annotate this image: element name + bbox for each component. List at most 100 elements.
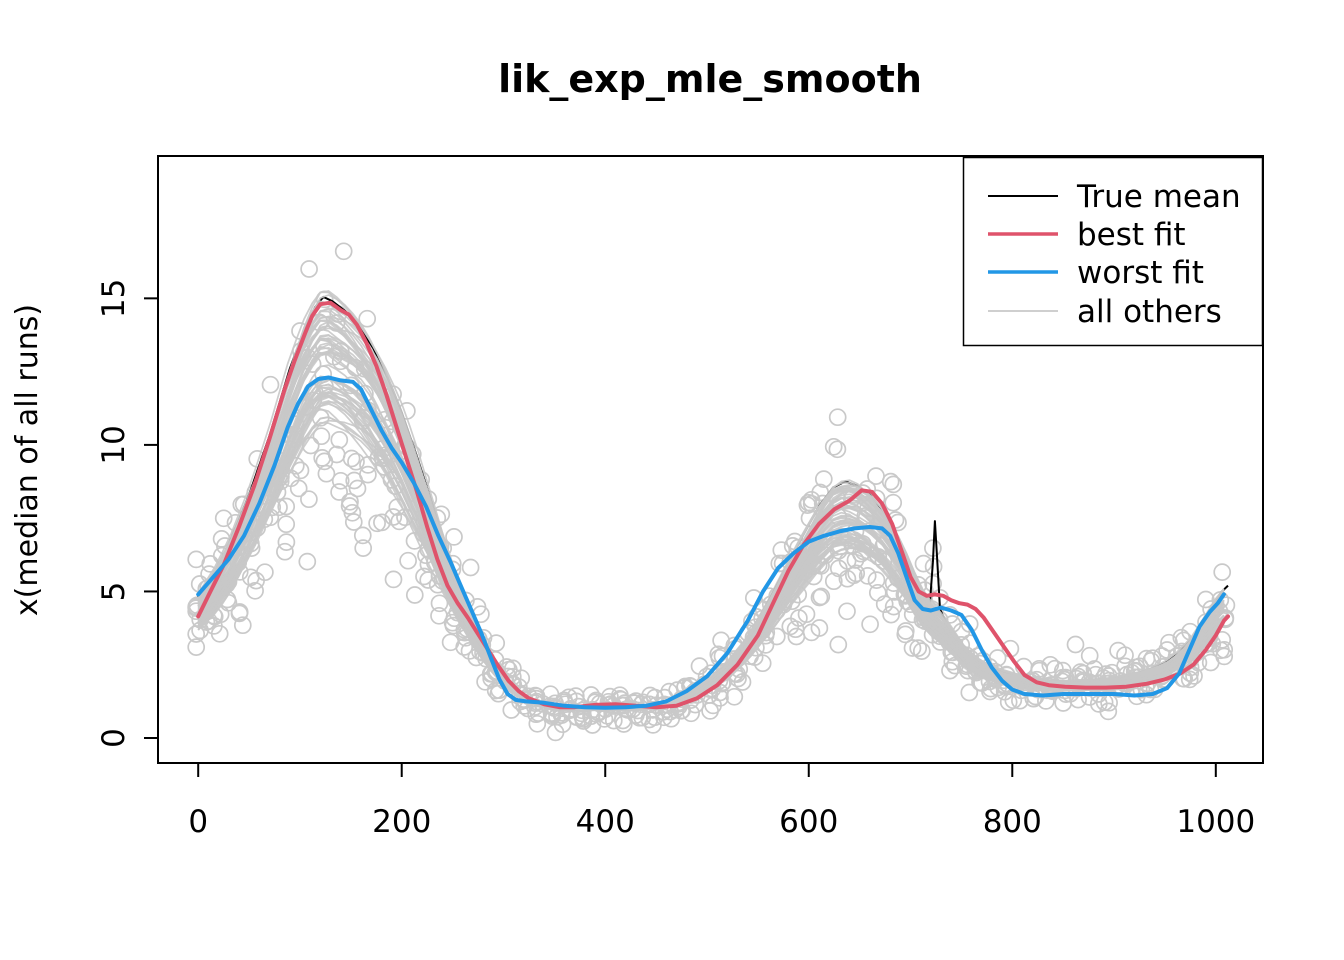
scatter-point — [838, 602, 856, 621]
scatter-point — [881, 472, 900, 491]
scatter-point — [298, 552, 317, 571]
scatter-point — [277, 515, 296, 534]
legend-label: best fit — [1077, 217, 1186, 253]
scatter-point — [277, 497, 296, 516]
scatter-point — [359, 465, 377, 484]
y-axis-label: x(median of all runs) — [10, 304, 45, 616]
plot-border — [157, 155, 1264, 764]
scatter-point — [725, 687, 744, 706]
scatter-point — [767, 627, 786, 646]
scatter-point — [867, 571, 886, 589]
scatter-point — [368, 514, 386, 533]
scatter-point — [334, 242, 353, 261]
scatter-point — [312, 427, 331, 446]
scatter-point — [1185, 667, 1203, 685]
scatter-point — [1024, 689, 1043, 708]
scatter-point — [233, 616, 252, 635]
scatter-point — [347, 452, 365, 471]
scatter-point — [445, 528, 463, 546]
x-tick-label: 600 — [779, 804, 838, 840]
scatter-point — [327, 445, 346, 464]
scatter-point — [914, 554, 933, 573]
legend-label: True mean — [1076, 179, 1241, 215]
scatter-point — [1066, 635, 1085, 654]
legend-label: all others — [1077, 294, 1222, 330]
scatter-point — [399, 551, 417, 570]
chart-title: lik_exp_mle_smooth — [498, 57, 922, 101]
scatter-point — [909, 639, 928, 657]
scatter-point — [187, 638, 206, 656]
legend-entry-all-others: all others — [988, 294, 1222, 330]
ensemble-line — [197, 401, 1225, 710]
scatter-point — [384, 570, 403, 589]
scatter-point — [810, 619, 829, 637]
scatter-point — [960, 615, 979, 633]
scatter-point — [553, 715, 572, 734]
scatter-point — [1172, 628, 1191, 647]
scatter-point — [814, 470, 833, 488]
scatter-point — [868, 583, 887, 602]
scatter-point — [858, 567, 877, 585]
scatter-point — [353, 526, 372, 545]
ensemble-line — [197, 401, 1225, 710]
scatter-point — [1213, 563, 1232, 581]
x-tick-label: 800 — [983, 804, 1042, 840]
scatter-point — [384, 508, 403, 526]
scatter-point — [487, 634, 506, 652]
scatter-point — [291, 461, 310, 480]
scatter-point — [330, 483, 348, 501]
scatter-point — [300, 260, 318, 278]
scatter-point — [390, 512, 409, 531]
x-tick-label: 1000 — [1176, 804, 1255, 840]
scatter-point — [847, 564, 866, 583]
scatter-point — [358, 309, 377, 328]
scatter-point — [1196, 590, 1215, 609]
scatter-point — [210, 624, 229, 643]
scatter-point — [924, 574, 942, 593]
scatter-point — [261, 375, 280, 394]
scatter-point — [330, 431, 349, 449]
scatter-point — [1053, 661, 1072, 680]
scatter-point — [882, 605, 900, 624]
scatter-point — [1160, 633, 1178, 652]
scatter-point — [753, 654, 772, 673]
scatter-point — [256, 563, 274, 582]
scatter-point — [1069, 690, 1087, 709]
scatter-point — [772, 541, 791, 559]
legend-label: worst fit — [1077, 255, 1204, 291]
scatter-point — [582, 686, 600, 704]
y-tick-label: 10 — [96, 425, 132, 464]
scatter-point — [276, 542, 294, 561]
scatter-point — [869, 547, 888, 566]
x-tick-label: 400 — [576, 804, 635, 840]
x-tick-label: 200 — [372, 804, 431, 840]
ensemble-line — [197, 395, 1225, 711]
scatter-point — [528, 714, 547, 733]
scatter-point — [988, 649, 1007, 667]
legend-entry-best-fit: best fit — [988, 217, 1186, 253]
scatter-point — [461, 558, 480, 577]
scatter-point — [884, 493, 903, 512]
scatter-point — [824, 572, 843, 591]
scatter-point — [829, 635, 848, 654]
scatter-point — [861, 615, 879, 634]
scatter-point — [342, 449, 361, 468]
scatter-point — [781, 617, 800, 636]
scatter-point — [884, 475, 903, 494]
scatter-point — [354, 539, 373, 557]
scatter-point — [903, 639, 922, 657]
scatter-point — [214, 509, 233, 528]
scatter-point — [289, 479, 308, 498]
scatter-point — [331, 471, 350, 490]
ensemble-line — [197, 392, 1225, 710]
scatter-point — [300, 490, 318, 509]
series-worst-fit-line — [196, 375, 1226, 710]
scatter-point — [348, 479, 367, 498]
scatter-point — [828, 440, 847, 459]
scatter-point — [1080, 646, 1099, 665]
y-tick-label: 5 — [96, 582, 132, 602]
scatter-point — [912, 642, 931, 660]
scatter-point — [797, 605, 816, 624]
